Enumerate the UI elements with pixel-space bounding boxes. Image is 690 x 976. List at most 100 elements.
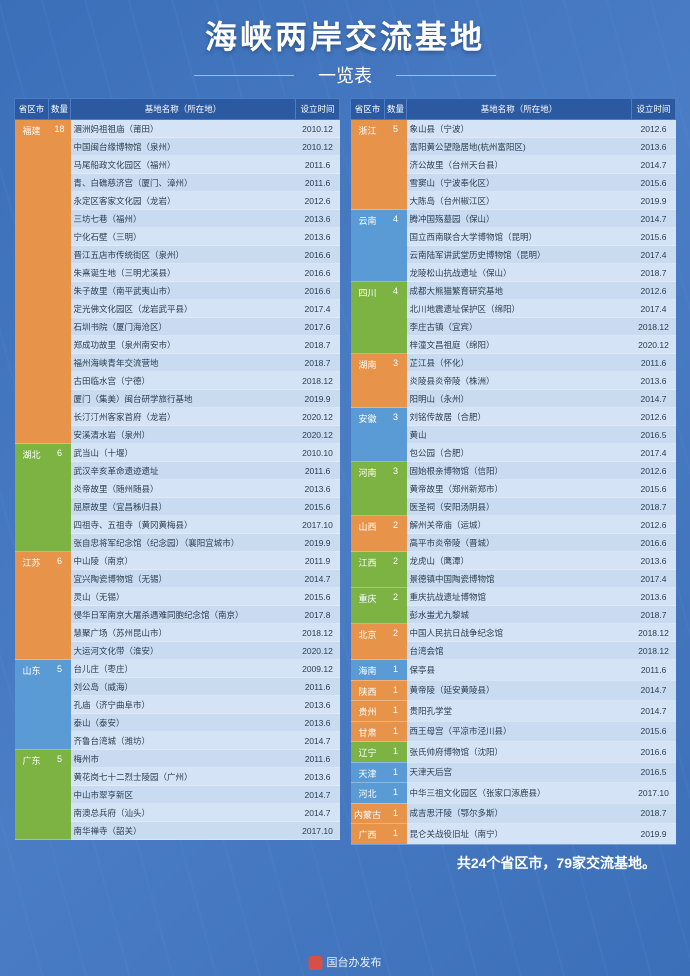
date-cell: 2014.7	[632, 701, 676, 722]
date-cell: 2011.6	[296, 750, 340, 768]
base-name-cell: 李庄古镇（宜宾）	[407, 318, 632, 336]
date-cell: 2013.6	[296, 714, 340, 732]
date-cell: 2016.6	[296, 246, 340, 264]
base-name-cell: 朱子故里（南平武夷山市）	[71, 282, 296, 300]
province-cell: 天津	[351, 762, 385, 783]
date-cell: 2018.12	[632, 624, 676, 642]
province-cell: 重庆	[351, 588, 385, 624]
base-name-cell: 芷江县（怀化）	[407, 354, 632, 372]
count-cell: 1	[385, 680, 407, 701]
base-name-cell: 慧聚广场（苏州昆山市）	[71, 624, 296, 642]
base-name-cell: 贵阳孔学堂	[407, 701, 632, 722]
province-cell: 福建	[15, 120, 49, 444]
count-cell: 18	[49, 120, 71, 444]
col-header: 基地名称（所在地）	[71, 99, 296, 120]
credit-source: 国台办发布	[309, 954, 382, 970]
base-name-cell: 成都大熊猫繁育研究基地	[407, 282, 632, 300]
date-cell: 2011.6	[632, 354, 676, 372]
date-cell: 2017.6	[296, 318, 340, 336]
province-cell: 广东	[15, 750, 49, 840]
base-name-cell: 成吉思汗陵（鄂尔多斯）	[407, 803, 632, 824]
base-name-cell: 湄洲妈祖祖庙（莆田）	[71, 120, 296, 138]
count-cell: 5	[385, 120, 407, 210]
date-cell: 2016.6	[296, 264, 340, 282]
base-name-cell: 永定区客家文化园（龙岩）	[71, 192, 296, 210]
date-cell: 2011.6	[296, 678, 340, 696]
date-cell: 2013.6	[632, 138, 676, 156]
base-name-cell: 保亭县	[407, 660, 632, 681]
count-cell: 4	[385, 210, 407, 282]
count-cell: 1	[385, 762, 407, 783]
date-cell: 2013.6	[632, 552, 676, 570]
count-cell: 2	[385, 516, 407, 552]
base-name-cell: 朱熹诞生地（三明尤溪县）	[71, 264, 296, 282]
col-header: 设立时间	[632, 99, 676, 120]
base-name-cell: 石圳书院（厦门海沧区）	[71, 318, 296, 336]
date-cell: 2016.6	[632, 534, 676, 552]
base-name-cell: 黄山	[407, 426, 632, 444]
date-cell: 2010.12	[296, 138, 340, 156]
province-cell: 江西	[351, 552, 385, 588]
province-cell: 山西	[351, 516, 385, 552]
base-name-cell: 黄花岗七十二烈士陵园（广州）	[71, 768, 296, 786]
date-cell: 2015.6	[296, 588, 340, 606]
base-name-cell: 大陈岛（台州椒江区）	[407, 192, 632, 210]
date-cell: 2017.4	[632, 444, 676, 462]
count-cell: 2	[385, 552, 407, 588]
count-cell: 3	[385, 408, 407, 462]
col-header: 设立时间	[296, 99, 340, 120]
base-name-cell: 福州海峡青年交流营地	[71, 354, 296, 372]
date-cell: 2014.7	[296, 570, 340, 588]
base-name-cell: 屈原故里（宜昌秭归县）	[71, 498, 296, 516]
count-cell: 1	[385, 742, 407, 763]
base-name-cell: 大运河文化带（淮安）	[71, 642, 296, 660]
base-name-cell: 云南陆军讲武堂历史博物馆（昆明）	[407, 246, 632, 264]
base-name-cell: 齐鲁台湾城（潍坊）	[71, 732, 296, 750]
date-cell: 2012.6	[632, 462, 676, 480]
province-cell: 广西	[351, 824, 385, 845]
count-cell: 2	[385, 624, 407, 660]
date-cell: 2016.5	[632, 426, 676, 444]
date-cell: 2018.12	[632, 642, 676, 660]
base-name-cell: 张自忠将军纪念馆（纪念园）（襄阳宜城市）	[71, 534, 296, 552]
count-cell: 6	[49, 444, 71, 552]
date-cell: 2013.6	[296, 696, 340, 714]
base-name-cell: 台湾会馆	[407, 642, 632, 660]
base-name-cell: 张氏帅府博物馆（沈阳）	[407, 742, 632, 763]
date-cell: 2018.7	[632, 803, 676, 824]
base-name-cell: 固始根亲博物馆（信阳）	[407, 462, 632, 480]
count-cell: 6	[49, 552, 71, 660]
col-header: 省区市	[351, 99, 385, 120]
date-cell: 2011.9	[296, 552, 340, 570]
base-name-cell: 黄帝故里（郑州新郑市）	[407, 480, 632, 498]
base-name-cell: 三坊七巷（福州）	[71, 210, 296, 228]
base-name-cell: 台儿庄（枣庄）	[71, 660, 296, 678]
date-cell: 2014.7	[296, 804, 340, 822]
base-name-cell: 南华禅寺（韶关）	[71, 822, 296, 840]
date-cell: 2012.6	[632, 282, 676, 300]
page-title: 海峡两岸交流基地	[14, 12, 676, 58]
base-name-cell: 包公园（合肥）	[407, 444, 632, 462]
province-cell: 陕西	[351, 680, 385, 701]
province-cell: 安徽	[351, 408, 385, 462]
base-name-cell: 中华三祖文化园区（张家口涿鹿县）	[407, 783, 632, 804]
base-name-cell: 炎帝故里（随州随县）	[71, 480, 296, 498]
base-name-cell: 黄帝陵（延安黄陵县）	[407, 680, 632, 701]
date-cell: 2013.6	[296, 768, 340, 786]
date-cell: 2011.6	[632, 660, 676, 681]
province-cell: 河南	[351, 462, 385, 516]
base-name-cell: 四祖寺、五祖寺（黄冈黄梅县）	[71, 516, 296, 534]
date-cell: 2018.12	[632, 318, 676, 336]
province-cell: 云南	[351, 210, 385, 282]
province-cell: 山东	[15, 660, 49, 750]
date-cell: 2017.4	[632, 570, 676, 588]
col-header: 基地名称（所在地）	[407, 99, 632, 120]
date-cell: 2018.7	[632, 264, 676, 282]
date-cell: 2011.6	[296, 462, 340, 480]
base-name-cell: 济公故里（台州天台县）	[407, 156, 632, 174]
count-cell: 1	[385, 721, 407, 742]
base-name-cell: 解州关帝庙（运城）	[407, 516, 632, 534]
base-name-cell: 侵华日军南京大屠杀遇难同胞纪念馆（南京）	[71, 606, 296, 624]
count-cell: 4	[385, 282, 407, 354]
date-cell: 2017.4	[632, 246, 676, 264]
